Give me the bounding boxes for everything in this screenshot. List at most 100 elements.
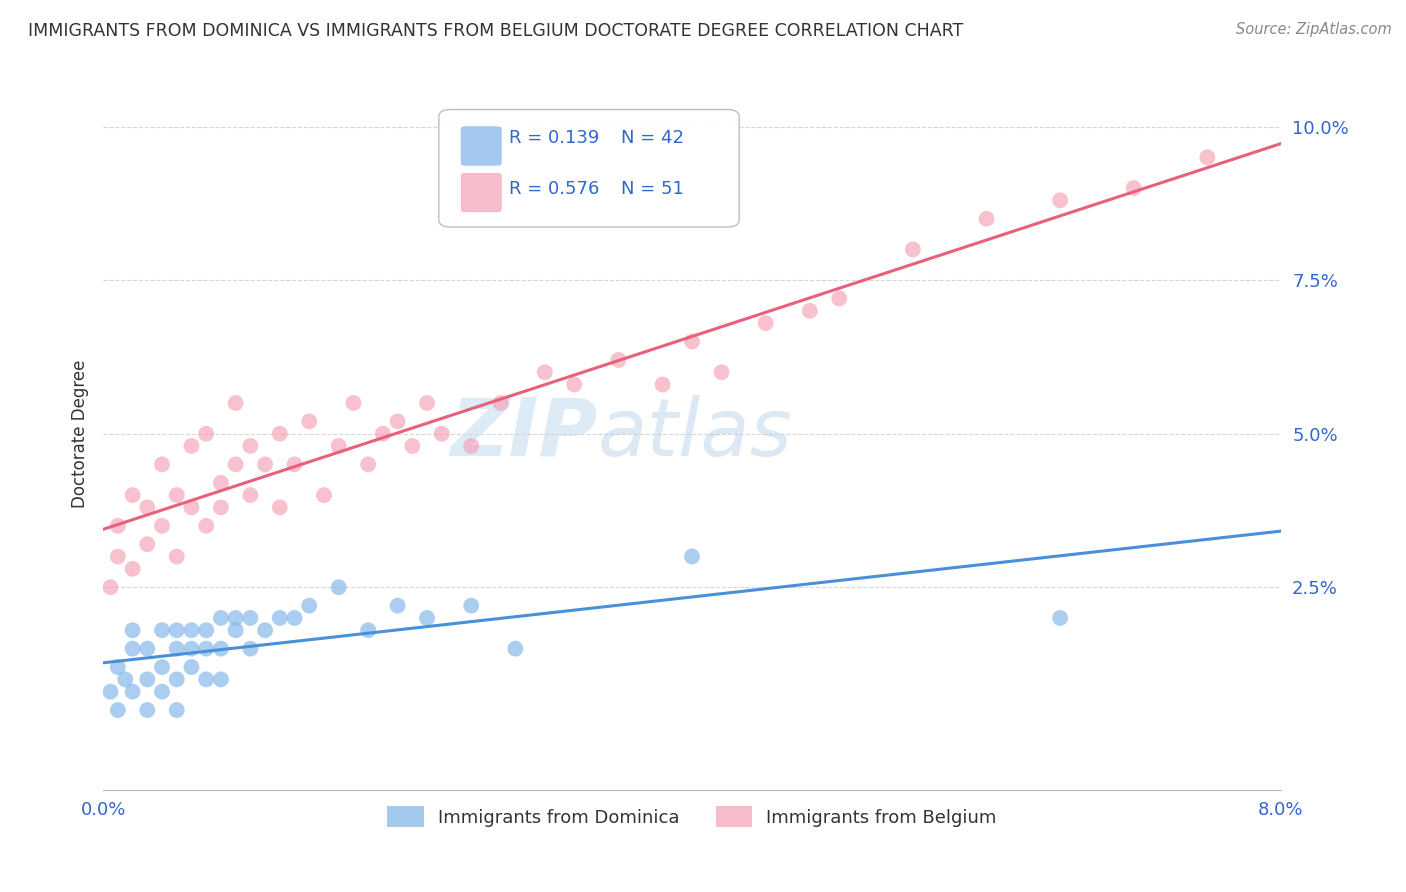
Point (136, 500, 159, 515)
Point (239, 488, 262, 502)
Point (681, 549, 703, 564)
Text: R = 0.576: R = 0.576 (509, 180, 600, 198)
Point (283, 458, 305, 472)
Point (269, 426, 291, 441)
Point (114, 673, 136, 687)
Point (371, 426, 394, 441)
Point (1122, 181, 1144, 195)
Point (121, 624, 143, 638)
Point (505, 641, 527, 656)
Point (269, 611, 291, 625)
Point (121, 562, 143, 576)
Point (681, 334, 703, 349)
Point (328, 439, 350, 453)
Text: N = 51: N = 51 (621, 180, 685, 198)
Point (254, 624, 277, 638)
Text: IMMIGRANTS FROM DOMINICA VS IMMIGRANTS FROM BELGIUM DOCTORATE DEGREE CORRELATION: IMMIGRANTS FROM DOMINICA VS IMMIGRANTS F… (28, 22, 963, 40)
Point (150, 518, 173, 533)
Point (710, 365, 733, 379)
Point (100, 684, 122, 698)
Point (269, 500, 291, 515)
Y-axis label: Doctorate Degree: Doctorate Degree (72, 359, 89, 508)
Point (150, 684, 173, 698)
Point (460, 599, 482, 613)
Point (1197, 150, 1219, 164)
Point (180, 439, 202, 453)
Point (460, 439, 482, 453)
Point (312, 488, 335, 502)
Point (166, 488, 188, 502)
Point (150, 624, 173, 638)
Point (225, 611, 247, 625)
Legend: Immigrants from Dominica, Immigrants from Belgium: Immigrants from Dominica, Immigrants fro… (380, 799, 1004, 834)
Point (166, 641, 188, 656)
Point (430, 426, 453, 441)
Point (755, 316, 778, 330)
Point (166, 549, 188, 564)
Point (136, 537, 159, 551)
Point (799, 303, 821, 318)
Point (283, 611, 305, 625)
Point (150, 458, 173, 472)
Point (298, 599, 321, 613)
Text: atlas: atlas (598, 394, 793, 473)
Text: ZIP: ZIP (450, 394, 598, 473)
Point (136, 703, 159, 717)
Point (100, 580, 122, 594)
FancyBboxPatch shape (461, 173, 501, 211)
Text: R = 0.139: R = 0.139 (509, 129, 600, 147)
Point (209, 641, 232, 656)
Point (225, 396, 247, 410)
Point (121, 684, 143, 698)
Point (166, 624, 188, 638)
FancyBboxPatch shape (461, 127, 501, 165)
Point (107, 703, 129, 717)
Point (225, 624, 247, 638)
Point (976, 211, 998, 226)
Point (180, 660, 202, 674)
Point (195, 641, 218, 656)
Point (136, 641, 159, 656)
Point (239, 439, 262, 453)
Point (136, 673, 159, 687)
Point (416, 611, 439, 625)
Point (180, 641, 202, 656)
Point (107, 549, 129, 564)
Point (180, 500, 202, 515)
Text: N = 42: N = 42 (621, 129, 685, 147)
Point (209, 475, 232, 490)
Point (107, 518, 129, 533)
Point (209, 673, 232, 687)
Point (239, 641, 262, 656)
Point (328, 580, 350, 594)
Point (195, 624, 218, 638)
Point (651, 377, 673, 392)
Point (562, 377, 585, 392)
Point (533, 365, 555, 379)
Point (298, 414, 321, 428)
FancyBboxPatch shape (439, 110, 740, 227)
Point (1049, 194, 1071, 208)
Point (342, 396, 364, 410)
Point (607, 353, 630, 368)
Point (239, 611, 262, 625)
Point (387, 414, 409, 428)
Point (254, 458, 277, 472)
Point (121, 488, 143, 502)
Point (195, 673, 218, 687)
Point (195, 426, 218, 441)
Point (357, 624, 380, 638)
Point (416, 396, 439, 410)
Point (901, 243, 924, 257)
Point (195, 518, 218, 533)
Point (150, 660, 173, 674)
Point (1049, 611, 1071, 625)
Point (209, 611, 232, 625)
Point (401, 439, 423, 453)
Point (357, 458, 380, 472)
Point (166, 703, 188, 717)
Point (121, 641, 143, 656)
Point (489, 396, 512, 410)
Point (107, 660, 129, 674)
Point (225, 458, 247, 472)
